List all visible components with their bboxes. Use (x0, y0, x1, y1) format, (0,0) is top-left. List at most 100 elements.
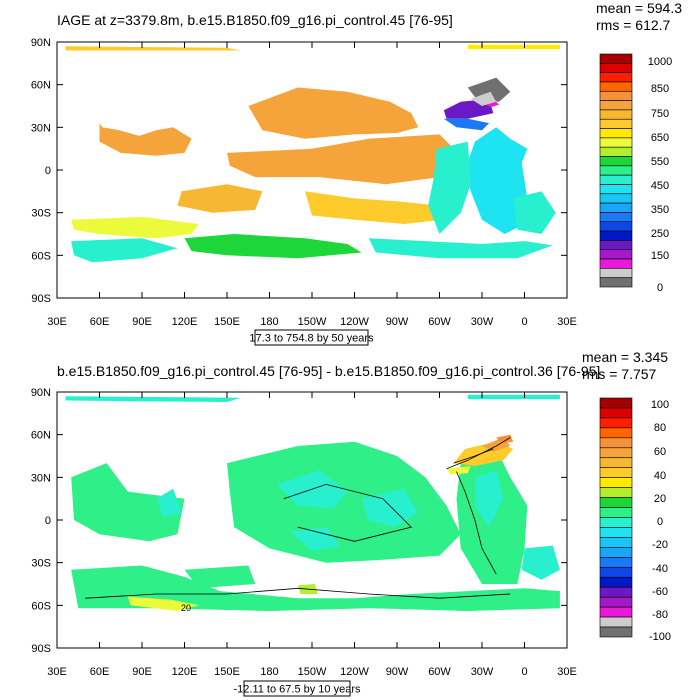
colorbar-swatch (599, 527, 633, 538)
colorbar-swatch (599, 212, 633, 223)
colorbar-swatch (599, 397, 633, 409)
colorbar-swatch (599, 497, 633, 508)
colorbar-swatch (599, 517, 633, 528)
colorbar-label: 150 (651, 250, 669, 262)
colorbar-swatch (599, 81, 633, 92)
field-region-16 (470, 91, 497, 106)
x-tick-label: 60E (90, 666, 110, 678)
colorbar-label: 250 (651, 228, 669, 240)
x-tick-label: 150W (298, 666, 327, 678)
colorbar-swatch (599, 606, 633, 618)
colorbar-swatch (599, 407, 633, 419)
x-tick-label: 0 (521, 316, 527, 328)
x-tick-label: 180 (260, 666, 278, 678)
colorbar-swatch (599, 128, 633, 139)
colorbar-swatch (599, 557, 633, 568)
x-tick-label: 30W (471, 316, 494, 328)
contour-line-3 (85, 587, 511, 599)
colorbar-label: -100 (649, 631, 671, 643)
colorbar-swatch (599, 626, 633, 638)
info-box (254, 329, 369, 346)
colorbar-swatch (599, 268, 633, 278)
x-tick-label: 60W (428, 666, 451, 678)
field-region-7 (184, 234, 362, 259)
x-tick-label: 120E (172, 316, 198, 328)
field-region-17 (65, 396, 242, 402)
colorbar-swatch (599, 184, 633, 195)
field-region-9 (465, 127, 528, 234)
y-tick-label: 0 (45, 515, 51, 527)
colorbar-swatch (599, 156, 633, 167)
y-tick-label: 0 (45, 165, 51, 177)
colorbar-swatch (599, 537, 633, 548)
field-region-4 (304, 191, 443, 224)
colorbar-swatch (599, 566, 633, 578)
colorbar-label: 60 (654, 446, 666, 458)
colorbar-swatch (599, 427, 633, 439)
field-region-11 (513, 191, 556, 234)
x-tick-label: 90W (386, 666, 409, 678)
x-tick-label: 90E (132, 316, 152, 328)
colorbar-label: 1000 (648, 56, 672, 68)
map-field (65, 44, 560, 263)
info-box (243, 680, 351, 697)
field-region-4 (361, 488, 419, 528)
colorbar-swatch (599, 437, 633, 449)
contour-info: 17.3 to 754.8 by 50 years (249, 333, 374, 345)
colorbar-swatch (599, 90, 633, 101)
field-region-2 (227, 134, 461, 185)
x-tick-label: 150E (214, 666, 240, 678)
panel-difference: b.e15.B1850.f09_g16.pi_control.45 [76-95… (31, 349, 671, 697)
colorbar-label: -80 (652, 609, 668, 621)
colorbar-label: 850 (651, 83, 669, 95)
colorbar-swatch (599, 174, 633, 185)
field-region-14 (446, 466, 471, 475)
y-tick-label: 60S (31, 250, 51, 262)
y-tick-label: 30N (31, 472, 51, 484)
colorbar-label: 750 (651, 108, 669, 120)
field-region-8 (127, 596, 199, 611)
colorbar-swatch (599, 487, 633, 498)
x-tick-label: 30E (557, 316, 577, 328)
x-tick-label: 30E (557, 666, 577, 678)
colorbar-label: 80 (654, 422, 666, 434)
contour-label: 20 (181, 603, 191, 613)
field-region-2 (227, 441, 461, 563)
colorbar-swatch (599, 417, 633, 429)
panel-iage: IAGE at z=3379.8m, b.e15.B1850.f09_g16.p… (31, 0, 682, 346)
x-tick-label: 120W (340, 316, 369, 328)
field-region-0 (99, 123, 192, 156)
field-region-1 (156, 488, 182, 518)
colorbar-label: 450 (651, 180, 669, 192)
x-axis: 30E 60E 90E 120E 150E 180 150W 120W 90W 60W 30W 0 30… (47, 42, 577, 328)
mean-stat: mean = 594.3 (596, 0, 682, 16)
colorbar-swatch (599, 547, 633, 558)
colorbar: 1000 850 750 650 550 450 350 250 150 0 (599, 53, 672, 294)
x-tick-label: 120W (340, 666, 369, 678)
x-tick-label: 0 (521, 666, 527, 678)
colorbar-label: 0 (657, 282, 663, 294)
y-tick-label: 90S (31, 293, 51, 305)
field-region-6 (184, 565, 256, 589)
y-tick-label: 60N (31, 80, 51, 92)
field-region-15 (467, 77, 511, 102)
colorbar-label: 0 (657, 516, 663, 528)
contour-line-1 (453, 448, 494, 464)
field-region-7 (71, 565, 560, 611)
map-field (65, 394, 560, 611)
colorbar-label: -20 (652, 539, 668, 551)
contour-lines (85, 437, 511, 599)
contour-info: -12.11 to 67.5 by 10 years (234, 684, 361, 696)
field-region-5 (71, 216, 199, 239)
colorbar-swatch (599, 165, 633, 176)
colorbar-swatch (599, 193, 633, 204)
rms-stat: rms = 612.7 (596, 17, 671, 33)
colorbar-swatch (599, 457, 633, 469)
colorbar-swatch (599, 616, 633, 628)
field-region-18 (467, 44, 560, 50)
y-tick-label: 30S (31, 208, 51, 220)
field-region-0 (71, 463, 185, 542)
colorbar-label: -40 (652, 563, 668, 575)
field-region-12 (521, 545, 560, 580)
colorbar-label: 100 (651, 399, 669, 411)
